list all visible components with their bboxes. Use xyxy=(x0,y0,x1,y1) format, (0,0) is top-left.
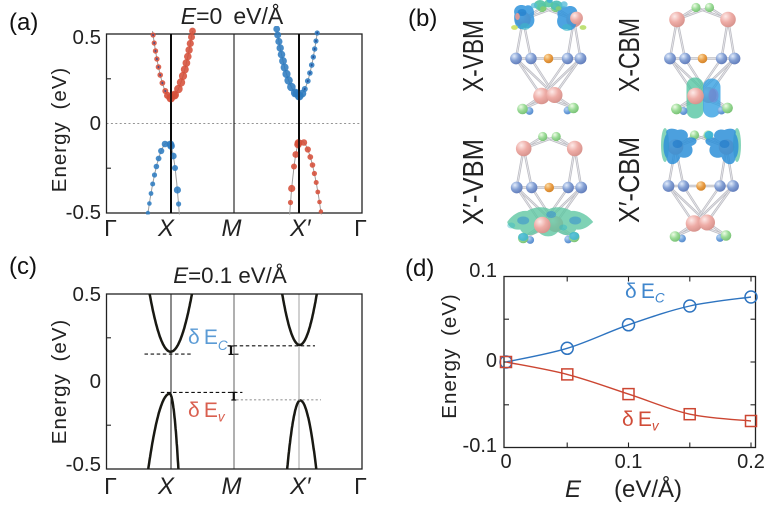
svg-text:0.5: 0.5 xyxy=(73,26,102,49)
svg-text:0: 0 xyxy=(486,350,497,372)
svg-text:Energy (eV): Energy (eV) xyxy=(48,67,71,192)
svg-text:-0.1: -0.1 xyxy=(463,435,497,457)
svg-text:δ Ev: δ Ev xyxy=(188,399,226,425)
svg-text:X′-CBM: X′-CBM xyxy=(614,137,646,223)
svg-text:E=0 eV/Å: E=0 eV/Å xyxy=(181,2,284,29)
svg-text:0.5: 0.5 xyxy=(73,283,102,306)
svg-text:X-CBM: X-CBM xyxy=(614,18,646,92)
svg-text:0.1: 0.1 xyxy=(615,451,643,473)
svg-text:0: 0 xyxy=(90,370,101,393)
svg-text:0.2: 0.2 xyxy=(737,451,765,473)
svg-text:X′-VBM: X′-VBM xyxy=(458,139,490,225)
svg-text:(eV/Å): (eV/Å) xyxy=(614,475,682,503)
svg-text:0.1: 0.1 xyxy=(469,260,497,282)
svg-text:(d): (d) xyxy=(405,255,434,282)
svg-text:(b): (b) xyxy=(408,5,437,32)
svg-text:-0.5: -0.5 xyxy=(66,201,101,224)
svg-text:E: E xyxy=(565,476,582,503)
svg-text:(c): (c) xyxy=(9,253,37,280)
svg-text:E=0.1 eV/Å: E=0.1 eV/Å xyxy=(173,263,287,288)
svg-text:Γ: Γ xyxy=(104,215,117,241)
svg-text:X′: X′ xyxy=(289,215,312,242)
svg-text:M: M xyxy=(222,215,242,242)
svg-text:X: X xyxy=(157,473,175,500)
svg-text:Energy (eV): Energy (eV) xyxy=(48,319,71,444)
svg-text:X-VBM: X-VBM xyxy=(458,20,490,92)
svg-text:X: X xyxy=(157,215,175,242)
svg-text:0: 0 xyxy=(500,451,511,473)
svg-text:(a): (a) xyxy=(9,9,38,36)
svg-text:-0.5: -0.5 xyxy=(66,453,101,476)
svg-text:0: 0 xyxy=(90,112,101,135)
svg-text:Γ: Γ xyxy=(104,473,117,499)
svg-text:X′: X′ xyxy=(289,473,312,500)
svg-text:Γ: Γ xyxy=(354,215,367,241)
svg-text:Γ: Γ xyxy=(354,473,367,499)
svg-text:M: M xyxy=(222,473,242,500)
svg-text:Energy (eV): Energy (eV) xyxy=(438,293,461,418)
